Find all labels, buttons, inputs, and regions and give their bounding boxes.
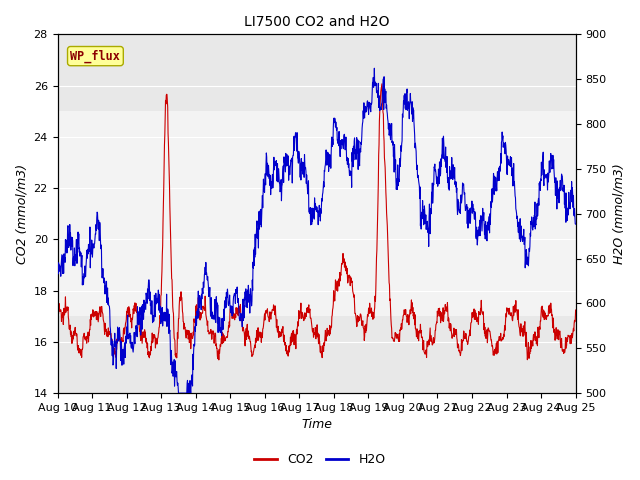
X-axis label: Time: Time [301,419,332,432]
Y-axis label: H2O (mmol/m3): H2O (mmol/m3) [612,163,625,264]
Y-axis label: CO2 (mmol/m3): CO2 (mmol/m3) [15,164,28,264]
Bar [58,111,575,316]
Title: LI7500 CO2 and H2O: LI7500 CO2 and H2O [244,15,389,29]
Legend: CO2, H2O: CO2, H2O [250,448,390,471]
Text: WP_flux: WP_flux [70,49,120,63]
